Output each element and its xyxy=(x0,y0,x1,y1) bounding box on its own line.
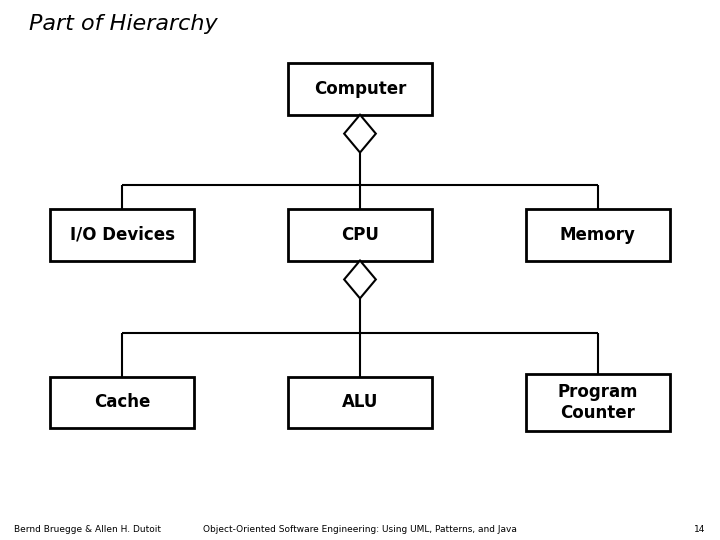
Bar xyxy=(288,377,432,428)
Bar xyxy=(50,377,194,428)
Text: 14: 14 xyxy=(694,524,706,534)
Text: Cache: Cache xyxy=(94,393,150,411)
Text: Part of Hierarchy: Part of Hierarchy xyxy=(29,14,217,33)
Bar xyxy=(526,374,670,431)
Text: I/O Devices: I/O Devices xyxy=(70,226,175,244)
Polygon shape xyxy=(344,261,376,299)
Bar xyxy=(526,209,670,261)
Text: Program
Counter: Program Counter xyxy=(557,383,638,422)
Bar xyxy=(50,209,194,261)
Text: Object-Oriented Software Engineering: Using UML, Patterns, and Java: Object-Oriented Software Engineering: Us… xyxy=(203,524,517,534)
Text: Memory: Memory xyxy=(559,226,636,244)
Text: ALU: ALU xyxy=(342,393,378,411)
Text: Computer: Computer xyxy=(314,80,406,98)
Bar xyxy=(288,209,432,261)
Text: CPU: CPU xyxy=(341,226,379,244)
Bar xyxy=(288,64,432,115)
Text: Bernd Bruegge & Allen H. Dutoit: Bernd Bruegge & Allen H. Dutoit xyxy=(14,524,161,534)
Polygon shape xyxy=(344,115,376,153)
